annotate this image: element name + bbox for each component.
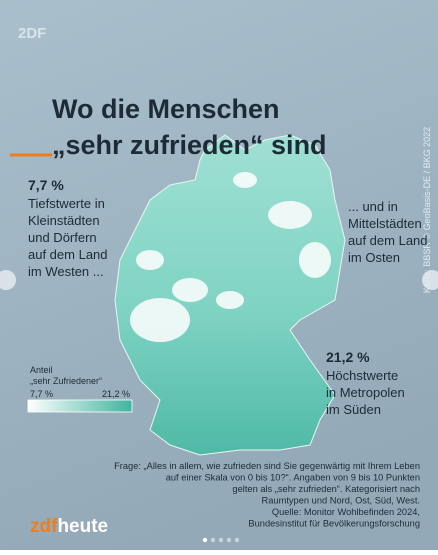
annotation-line: Kleinstädten xyxy=(28,213,100,228)
prev-button[interactable] xyxy=(0,270,16,290)
annotation-line: und Dörfern xyxy=(28,230,97,245)
legend-min: 7,7 % xyxy=(30,389,53,399)
annotation-line: Mittelstädten xyxy=(348,216,422,231)
annotation-line: ... und in xyxy=(348,199,398,214)
low-area xyxy=(130,298,190,342)
annotation-line: im Osten xyxy=(348,250,400,265)
brand-b: heute xyxy=(57,516,108,537)
footnote-line: Frage: „Alles in allem, wie zufrieden si… xyxy=(114,461,420,471)
low-area xyxy=(233,172,257,188)
legend-title: „sehr Zufriedener“ xyxy=(30,376,102,386)
annotation-value: 7,7 % xyxy=(28,177,64,193)
low-area xyxy=(216,291,244,309)
dot[interactable] xyxy=(210,537,216,543)
low-area xyxy=(136,250,164,270)
credit: Karte: BBSR © GeoBasis-DE / BKG 2022 xyxy=(422,127,432,293)
map xyxy=(114,134,346,456)
footnote-line: Raumtypen und Nord, Ost, Süd, West. xyxy=(262,496,420,506)
low-area xyxy=(268,201,312,229)
logo: 2DF xyxy=(18,25,46,42)
footnote-line: Bundesinstitut für Bevölkerungsforschung xyxy=(248,519,420,529)
annotation-line: Tiefstwerte in xyxy=(28,196,105,211)
annotation-line: auf dem Land xyxy=(28,247,108,262)
title-line: Wo die Menschen xyxy=(52,94,280,124)
annotation-line: im Westen ... xyxy=(28,264,104,279)
legend-scale xyxy=(27,399,133,413)
annotation-line: Höchstwerte xyxy=(326,368,398,383)
dot[interactable] xyxy=(202,537,208,543)
low-area xyxy=(172,278,208,302)
annotation-line: im Süden xyxy=(326,402,381,417)
annotation-line: auf dem Land xyxy=(348,233,428,248)
brand: zdfheute xyxy=(30,516,108,537)
dot[interactable] xyxy=(226,537,232,543)
next-button[interactable] xyxy=(422,270,438,290)
footnote-line: Quelle: Monitor Wohlbefinden 2024, xyxy=(272,507,420,517)
dot[interactable] xyxy=(234,537,240,543)
low-area xyxy=(299,242,331,278)
brand-a: zdf xyxy=(30,516,58,537)
legend-max: 21,2 % xyxy=(102,389,130,399)
page-dots xyxy=(202,537,240,543)
legend-title: Anteil xyxy=(30,365,53,375)
footnote-line: gelten als „sehr zufrieden“. Kategorisie… xyxy=(232,484,420,494)
dot[interactable] xyxy=(218,537,224,543)
annotation-value: 21,2 % xyxy=(326,349,370,365)
title-line: „sehr zufrieden“ sind xyxy=(52,130,327,160)
footnote-line: auf einer Skala von 0 bis 10?“. Angaben … xyxy=(166,473,420,483)
annotation-line: in Metropolen xyxy=(326,385,405,400)
